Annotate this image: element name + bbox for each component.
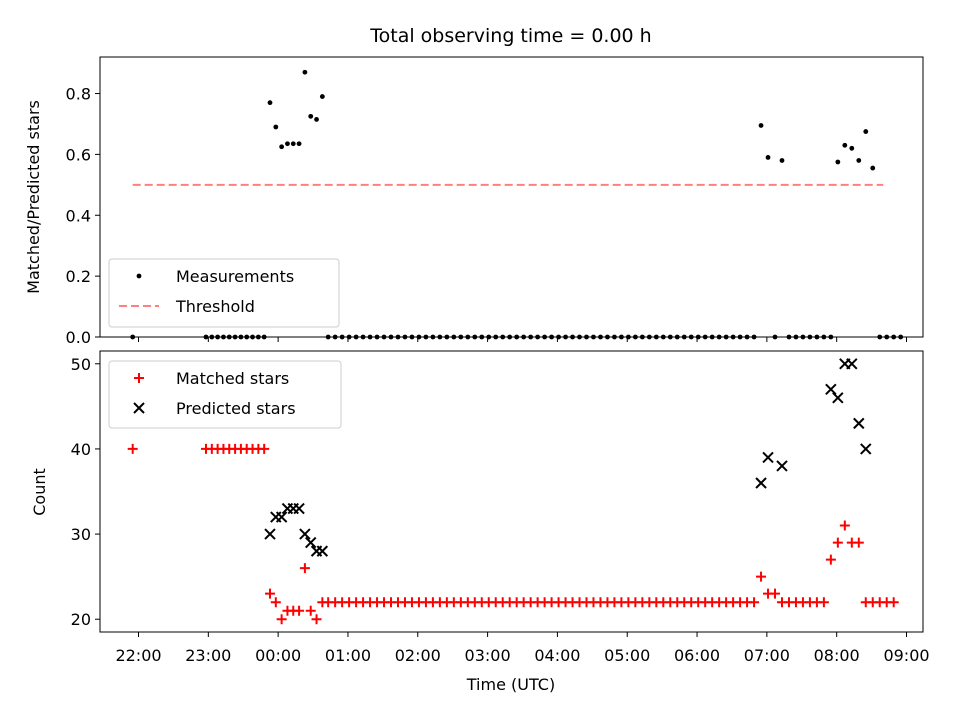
measurement-point xyxy=(279,144,285,150)
legend-label: Measurements xyxy=(176,267,294,286)
matched-point xyxy=(756,571,767,582)
x-tick-label: 01:00 xyxy=(325,646,371,665)
x-tick-label: 08:00 xyxy=(814,646,860,665)
matched-point xyxy=(853,537,864,548)
y-tick-label: 0.0 xyxy=(66,328,91,347)
measurement-point xyxy=(779,158,785,163)
chart-title: Total observing time = 0.00 h xyxy=(369,25,651,47)
predicted-point xyxy=(755,477,767,489)
predicted-point xyxy=(305,536,317,549)
measurement-point xyxy=(835,159,841,165)
bottom-marks xyxy=(127,358,899,625)
matched-point xyxy=(770,588,781,599)
matched-point xyxy=(276,614,287,625)
bottom-x-ticks: 22:00 23:00 00:00 01:00 02:00 03:00 04:00 05:00… xyxy=(115,632,930,665)
predicted-point xyxy=(832,392,844,404)
predicted-point xyxy=(776,460,788,472)
legend-label: Threshold xyxy=(175,297,255,316)
y-tick-label: 0.6 xyxy=(66,145,91,164)
matched-point xyxy=(259,443,270,454)
measurement-point xyxy=(267,100,273,106)
x-tick-label: 04:00 xyxy=(534,646,580,665)
bottom-legend: Matched stars Predicted stars xyxy=(108,360,342,429)
legend-box xyxy=(108,258,340,328)
measurement-point xyxy=(849,145,855,151)
measurement-point xyxy=(308,113,314,119)
predicted-point xyxy=(275,511,288,523)
x-tick-label: 06:00 xyxy=(674,646,720,665)
predicted-point xyxy=(316,545,329,557)
legend-label: Matched stars xyxy=(176,369,289,388)
x-tick-label: 23:00 xyxy=(185,646,231,665)
measurement-point xyxy=(842,142,848,148)
measurement-point xyxy=(856,158,862,163)
matched-point xyxy=(888,597,899,608)
x-tick-label: 09:00 xyxy=(883,646,929,665)
top-legend: Measurements Threshold xyxy=(108,258,340,328)
x-tick-label: 22:00 xyxy=(115,646,161,665)
predicted-point xyxy=(860,443,872,455)
bottom-panel: 20 30 40 50 22:00 23:00 00:00 01:00 02:00 03:00 0… xyxy=(30,350,930,694)
predicted-point xyxy=(853,417,865,430)
predicted-point xyxy=(293,502,305,515)
top-y-axis-label: Matched/Predicted stars xyxy=(24,100,43,294)
top-axes-frame xyxy=(99,56,924,338)
legend-matched-marker xyxy=(134,373,144,383)
matched-point xyxy=(825,554,836,565)
x-tick-label: 05:00 xyxy=(604,646,650,665)
legend-box xyxy=(108,360,342,429)
matched-point xyxy=(270,597,281,608)
bottom-y-axis-label: Count xyxy=(30,468,49,516)
x-tick-label: 07:00 xyxy=(744,646,790,665)
legend-label: Predicted stars xyxy=(176,399,296,418)
top-y-ticks: 0.0 0.2 0.4 0.6 0.8 xyxy=(66,85,100,347)
measurement-point xyxy=(290,141,296,147)
bottom-y-ticks: 20 30 40 50 xyxy=(71,355,100,629)
y-tick-label: 50 xyxy=(71,355,91,374)
x-tick-label: 03:00 xyxy=(465,646,511,665)
y-tick-label: 0.2 xyxy=(66,267,91,286)
predicted-point xyxy=(846,358,858,370)
legend-predicted-marker xyxy=(133,402,145,414)
y-tick-label: 30 xyxy=(71,525,91,544)
predicted-point xyxy=(762,451,774,464)
matched-point xyxy=(832,537,843,548)
measurement-point xyxy=(758,123,764,128)
top-panel: 0.00.20.40.60.8 Matched/Predicted stars … xyxy=(24,56,924,347)
matched-point xyxy=(305,605,316,616)
legend-measurement-marker xyxy=(136,273,142,279)
matched-point xyxy=(127,443,138,454)
x-tick-label: 02:00 xyxy=(395,646,441,665)
bottom-axes-frame xyxy=(99,350,924,633)
measurement-point xyxy=(319,94,325,99)
measurement-point xyxy=(273,124,279,130)
matched-point xyxy=(839,520,850,531)
measurement-point xyxy=(863,129,869,134)
measurement-point xyxy=(296,141,302,147)
y-tick-label: 20 xyxy=(71,610,91,629)
matched-point xyxy=(299,563,310,574)
matched-point xyxy=(264,588,275,599)
x-axis-label: Time (UTC) xyxy=(466,675,555,694)
measurement-point xyxy=(314,116,319,122)
measurement-point xyxy=(285,141,290,147)
measurement-point xyxy=(765,155,771,160)
matched-point xyxy=(749,597,760,608)
y-tick-label: 0.8 xyxy=(66,85,91,104)
matched-point xyxy=(311,614,322,625)
y-tick-label: 0.4 xyxy=(66,206,91,225)
matched-point xyxy=(818,597,829,608)
measurement-point xyxy=(870,165,876,171)
y-tick-label: 40 xyxy=(71,440,91,459)
predicted-point xyxy=(299,528,311,540)
matched-point xyxy=(294,605,305,616)
top-x-ticks xyxy=(138,337,907,342)
x-tick-label: 00:00 xyxy=(255,646,301,665)
measurement-point xyxy=(302,69,308,75)
predicted-point xyxy=(825,383,837,396)
predicted-point xyxy=(264,528,276,540)
